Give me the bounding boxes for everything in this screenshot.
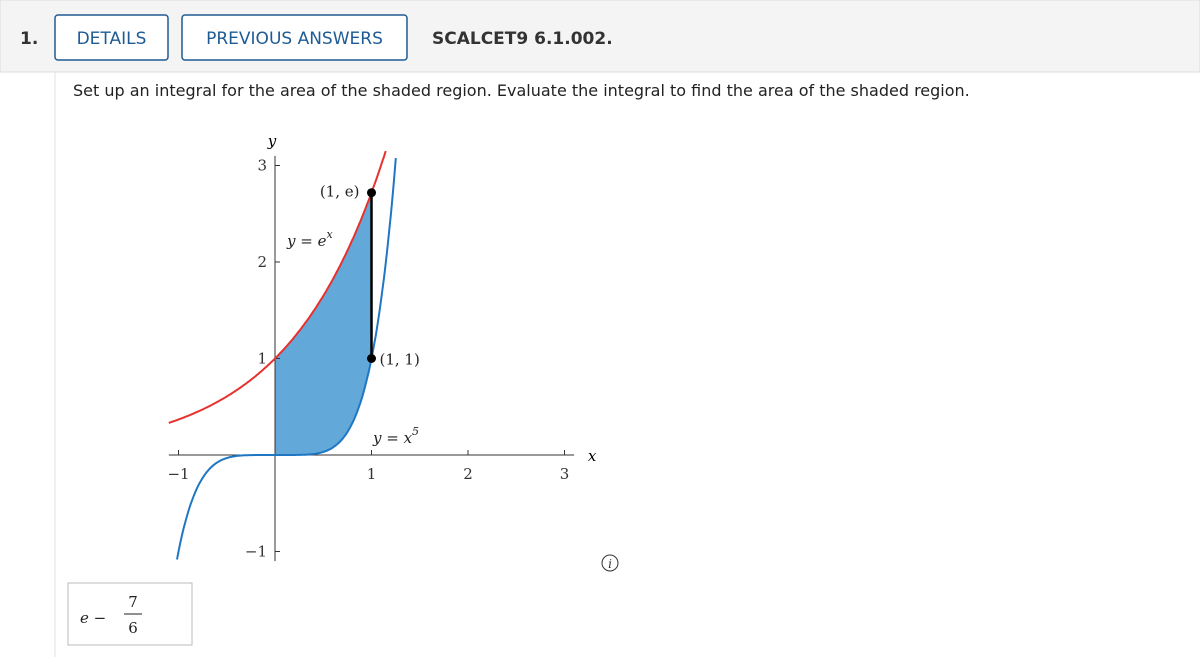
details-label[interactable]: DETAILS (77, 29, 147, 49)
problem-code: SCALCET9 6.1.002. (432, 29, 613, 49)
y-tick-label: −1 (245, 543, 267, 561)
x-tick-label: 2 (463, 465, 473, 483)
point-label: (1, e) (320, 183, 360, 201)
x-tick-label: 3 (560, 465, 570, 483)
x-tick-label: 1 (367, 465, 377, 483)
curve (168, 150, 387, 424)
curve-label-base: y = e (286, 232, 327, 250)
point (367, 188, 376, 198)
point (367, 354, 376, 363)
x-axis-label: x (588, 447, 597, 465)
curve-label-base: y = x (372, 429, 413, 447)
previous-answers-label[interactable]: PREVIOUS ANSWERS (206, 29, 383, 49)
y-axis-label: y (267, 132, 277, 150)
curve-label: y = ex (286, 228, 333, 250)
curve-label: y = x5 (372, 425, 419, 447)
y-tick-label: 1 (257, 350, 267, 368)
question-number: 1. (20, 29, 38, 49)
point-label: (1, 1) (380, 351, 420, 369)
shaded-region (275, 192, 372, 456)
curve-label-exponent: x (326, 228, 333, 241)
y-tick-label: 3 (257, 157, 267, 175)
curve (176, 158, 397, 560)
details-button[interactable] (54, 14, 169, 61)
question-text: Set up an integral for the area of the s… (73, 81, 970, 100)
answer-denominator: 6 (128, 619, 138, 637)
answer-lead: e − (80, 609, 106, 627)
curve-label-exponent: 5 (412, 425, 419, 438)
info-icon[interactable] (601, 554, 619, 572)
x-tick-label: −1 (167, 465, 189, 483)
info-icon-glyph[interactable]: i (608, 557, 612, 571)
y-tick-label: 2 (257, 253, 267, 271)
previous-answers-button[interactable] (181, 14, 408, 61)
answer-numerator: 7 (128, 593, 138, 611)
